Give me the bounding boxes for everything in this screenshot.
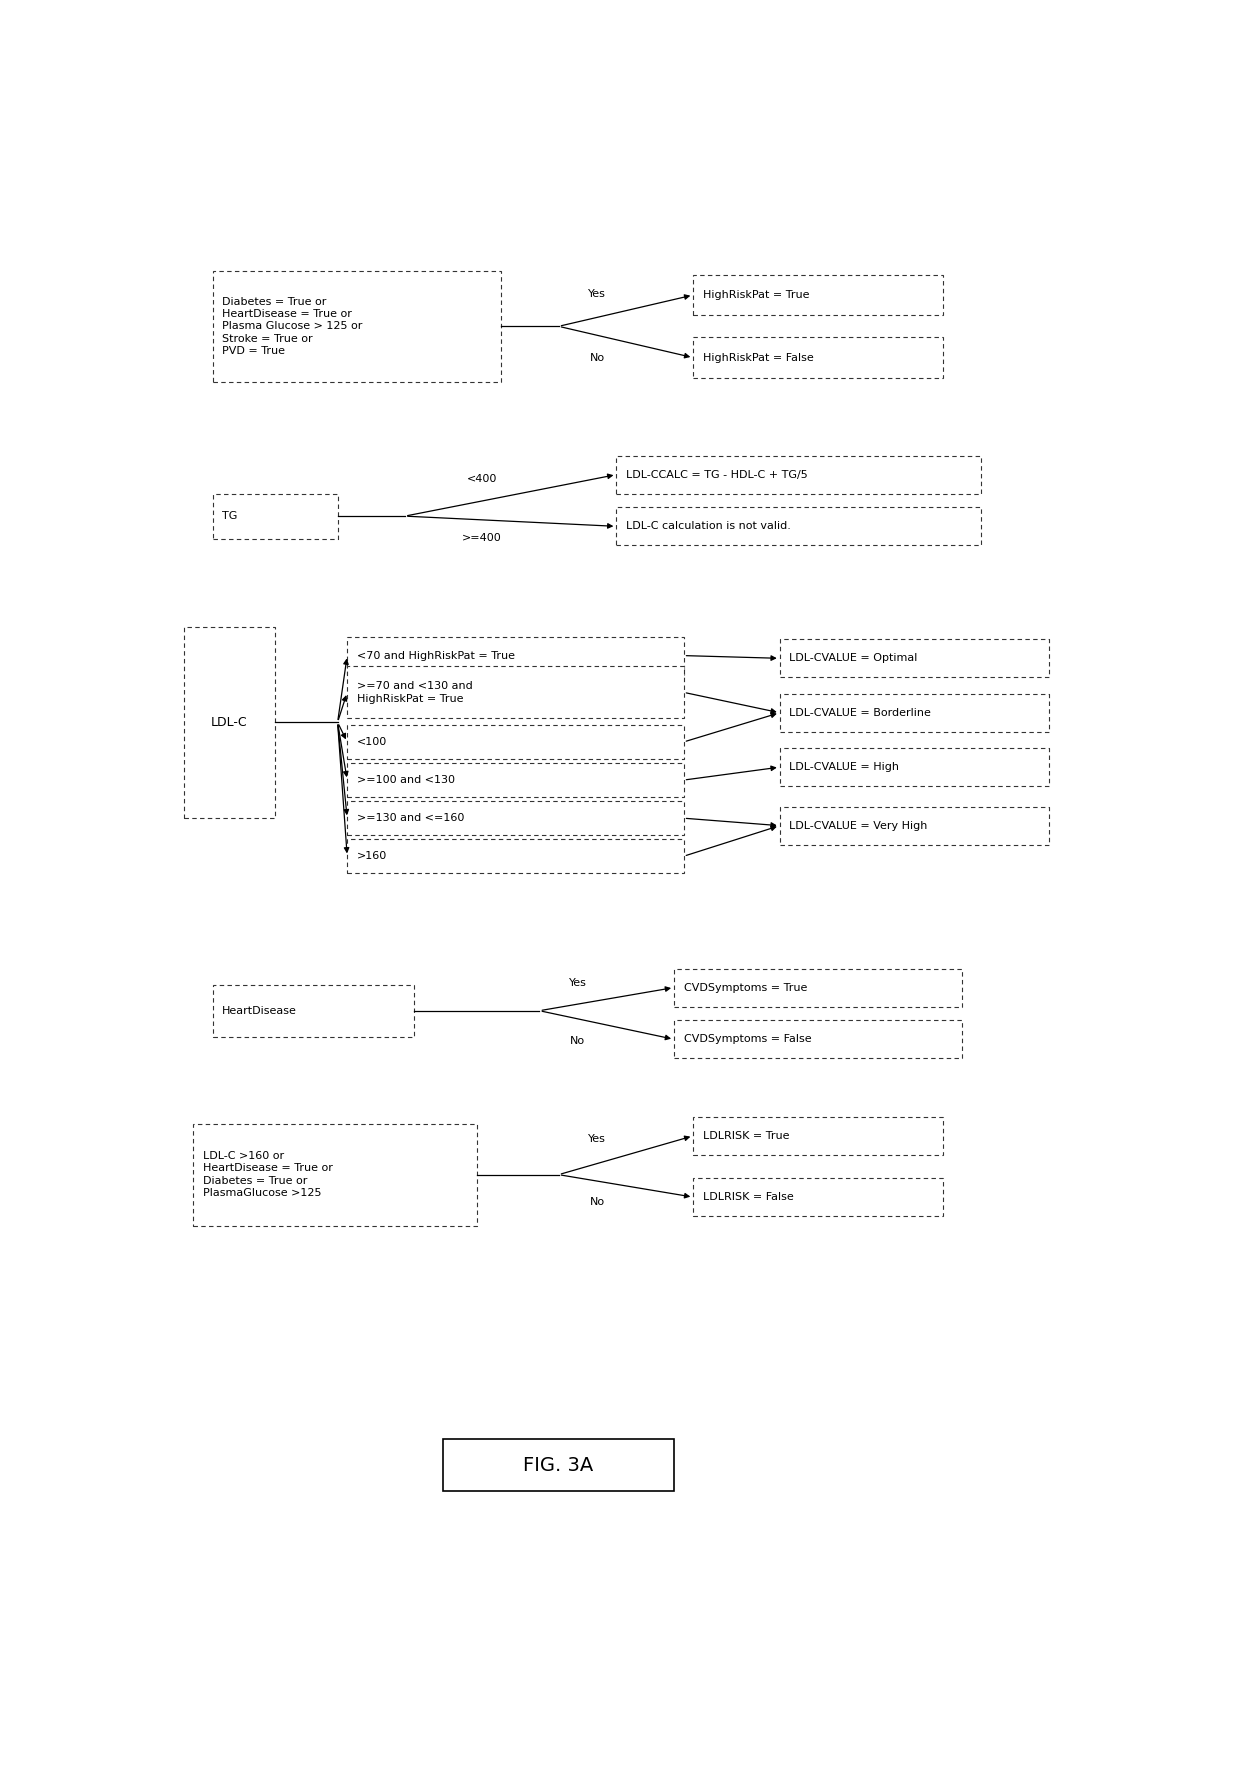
FancyBboxPatch shape	[184, 627, 275, 818]
FancyBboxPatch shape	[193, 1124, 477, 1226]
Text: LDL-CCALC = TG - HDL-C + TG/5: LDL-CCALC = TG - HDL-C + TG/5	[626, 470, 807, 479]
Text: TG: TG	[222, 511, 238, 521]
FancyBboxPatch shape	[347, 839, 683, 873]
Text: >160: >160	[357, 852, 387, 861]
FancyBboxPatch shape	[780, 694, 1049, 732]
Text: Yes: Yes	[569, 977, 587, 988]
FancyBboxPatch shape	[780, 640, 1049, 677]
Text: HighRiskPat = True: HighRiskPat = True	[703, 290, 810, 300]
Text: >=70 and <130 and
HighRiskPat = True: >=70 and <130 and HighRiskPat = True	[357, 680, 472, 703]
FancyBboxPatch shape	[616, 507, 982, 546]
Text: Yes: Yes	[588, 1134, 606, 1143]
Text: LDL-CVALUE = Borderline: LDL-CVALUE = Borderline	[789, 709, 931, 717]
FancyBboxPatch shape	[675, 1020, 962, 1058]
FancyBboxPatch shape	[693, 1117, 944, 1156]
Text: LDLRISK = False: LDLRISK = False	[703, 1193, 794, 1202]
Text: >=400: >=400	[461, 532, 502, 542]
FancyBboxPatch shape	[616, 456, 982, 493]
FancyBboxPatch shape	[347, 800, 683, 836]
FancyBboxPatch shape	[213, 270, 501, 382]
Text: LDL-CVALUE = Optimal: LDL-CVALUE = Optimal	[789, 654, 918, 663]
Text: No: No	[589, 353, 605, 364]
Text: Yes: Yes	[588, 290, 606, 299]
Text: Diabetes = True or
HeartDisease = True or
Plasma Glucose > 125 or
Stroke = True : Diabetes = True or HeartDisease = True o…	[222, 297, 362, 357]
Text: LDL-CVALUE = Very High: LDL-CVALUE = Very High	[789, 820, 928, 830]
FancyBboxPatch shape	[780, 806, 1049, 845]
FancyBboxPatch shape	[347, 636, 683, 675]
FancyBboxPatch shape	[693, 274, 944, 316]
Text: <70 and HighRiskPat = True: <70 and HighRiskPat = True	[357, 650, 515, 661]
Text: LDL-C >160 or
HeartDisease = True or
Diabetes = True or
PlasmaGlucose >125: LDL-C >160 or HeartDisease = True or Dia…	[203, 1150, 332, 1198]
Text: CVDSymptoms = False: CVDSymptoms = False	[683, 1034, 811, 1044]
FancyBboxPatch shape	[693, 1179, 944, 1216]
Text: LDL-C calculation is not valid.: LDL-C calculation is not valid.	[626, 521, 791, 532]
Text: <100: <100	[357, 737, 387, 747]
FancyBboxPatch shape	[693, 337, 944, 378]
Text: >=100 and <130: >=100 and <130	[357, 776, 455, 785]
Text: <400: <400	[466, 474, 497, 484]
FancyBboxPatch shape	[213, 984, 414, 1037]
Text: HighRiskPat = False: HighRiskPat = False	[703, 353, 813, 362]
FancyBboxPatch shape	[444, 1440, 675, 1491]
Text: CVDSymptoms = True: CVDSymptoms = True	[683, 982, 807, 993]
Text: FIG. 3A: FIG. 3A	[523, 1456, 594, 1475]
Text: >=130 and <=160: >=130 and <=160	[357, 813, 464, 823]
Text: LDLRISK = True: LDLRISK = True	[703, 1131, 790, 1141]
Text: HeartDisease: HeartDisease	[222, 1005, 298, 1016]
Text: No: No	[589, 1198, 605, 1207]
FancyBboxPatch shape	[675, 968, 962, 1007]
FancyBboxPatch shape	[780, 747, 1049, 786]
Text: LDL-C: LDL-C	[211, 716, 248, 728]
FancyBboxPatch shape	[213, 493, 337, 539]
FancyBboxPatch shape	[347, 724, 683, 760]
FancyBboxPatch shape	[347, 763, 683, 797]
Text: No: No	[570, 1035, 585, 1046]
FancyBboxPatch shape	[347, 666, 683, 717]
Text: LDL-CVALUE = High: LDL-CVALUE = High	[789, 762, 899, 772]
